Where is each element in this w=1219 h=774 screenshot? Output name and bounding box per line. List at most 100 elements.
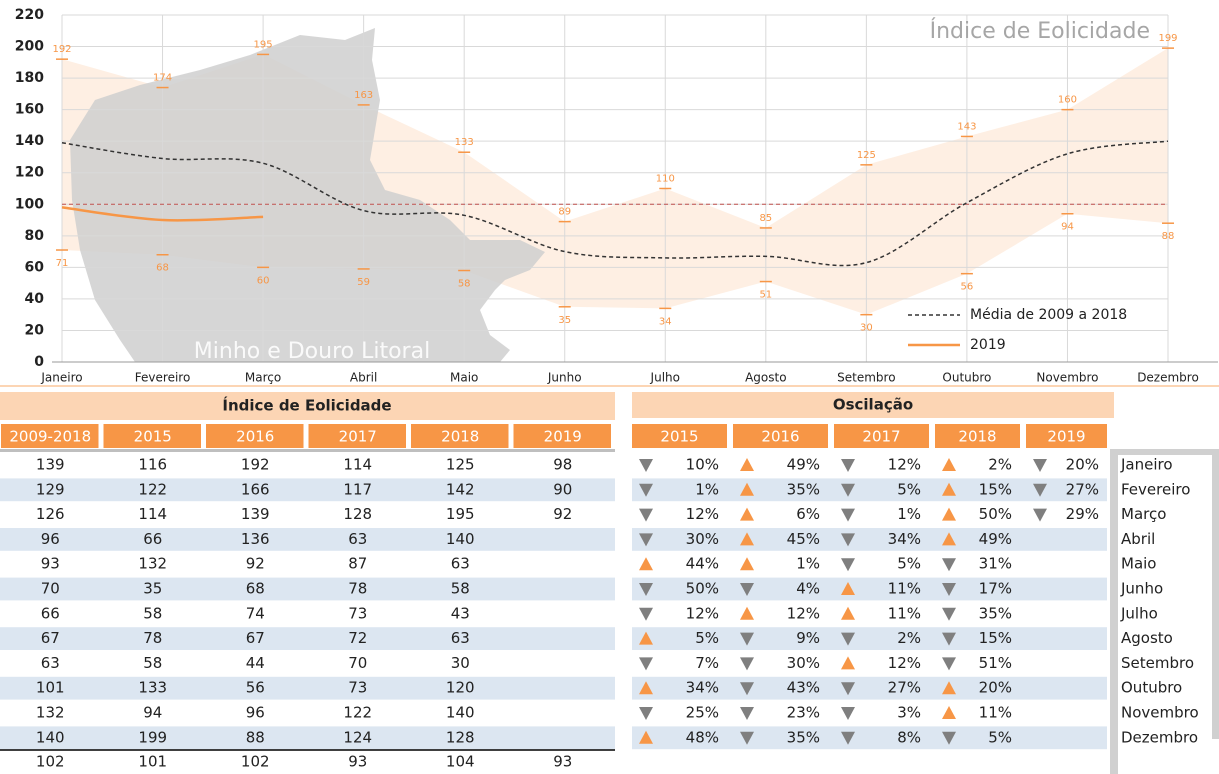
table-cell: 116 (138, 456, 167, 474)
column-header: 2017 (339, 428, 377, 446)
table-cell: 10% (686, 456, 719, 474)
table-cell: 70 (348, 654, 367, 672)
table-cell: 50% (686, 580, 719, 598)
up-arrow (740, 482, 754, 496)
table-cell: 67 (246, 629, 265, 647)
table-cell: 56 (246, 679, 265, 697)
down-arrow (740, 682, 754, 696)
y-tick-label: 180 (15, 70, 44, 86)
down-arrow (740, 707, 754, 720)
band-label: 51 (759, 290, 772, 301)
table-cell: 20% (979, 679, 1012, 697)
up-arrow (740, 507, 754, 521)
band-label: 58 (458, 279, 471, 290)
table-cell: 142 (446, 480, 475, 498)
table-cell: 73 (348, 604, 367, 622)
column-header-bg (632, 424, 727, 448)
table-cell: 63 (348, 530, 367, 548)
table-cell: 58 (451, 580, 470, 598)
month-label: Fevereiro (1121, 480, 1190, 498)
table-cell: 63 (451, 555, 470, 573)
x-tick-label: Março (245, 371, 281, 385)
band-label: 125 (857, 150, 876, 161)
down-arrow (639, 483, 653, 497)
region-map (70, 28, 545, 362)
month-label: Janeiro (1120, 456, 1173, 474)
y-tick-label: 100 (15, 196, 44, 212)
x-tick-label: Maio (450, 371, 478, 385)
down-arrow (740, 731, 754, 745)
table-cell: 27% (888, 679, 921, 697)
down-arrow (639, 459, 653, 472)
up-arrow (639, 631, 653, 645)
down-arrow (639, 707, 653, 720)
month-label: Novembro (1121, 704, 1199, 722)
table-cell: 5% (897, 480, 921, 498)
table-cell: 2% (988, 456, 1012, 474)
x-tick-label: Agosto (745, 371, 786, 385)
x-tick-label: Setembro (837, 371, 895, 385)
up-arrow (841, 606, 855, 620)
table-cell: 31% (979, 555, 1012, 573)
table-title: Oscilação (833, 396, 913, 414)
column-header-bg (834, 424, 929, 448)
table-cell: 7% (695, 654, 719, 672)
band-label: 60 (257, 275, 270, 286)
band-label: 34 (659, 316, 672, 327)
table-cell: 49% (787, 456, 820, 474)
up-arrow (740, 532, 754, 546)
band-label: 143 (957, 121, 976, 132)
table-title: Índice de Eolicidade (222, 396, 391, 415)
table-cell: 58 (143, 654, 162, 672)
table-cell: 11% (888, 580, 921, 598)
down-arrow (740, 657, 754, 671)
legend-label: 2019 (970, 337, 1006, 353)
band-label: 163 (354, 90, 373, 101)
y-tick-label: 140 (15, 133, 44, 149)
up-arrow (639, 730, 653, 744)
table-cell: 122 (343, 704, 372, 722)
column-header-bg (411, 424, 509, 448)
table-cell: 6% (796, 505, 820, 523)
table-cell: 139 (241, 505, 270, 523)
table-cell: 114 (138, 505, 167, 523)
y-tick-label: 80 (25, 228, 45, 244)
month-label: Agosto (1121, 629, 1173, 647)
table-cell: 78 (348, 580, 367, 598)
table-cell: 12% (787, 604, 820, 622)
table-cell: 128 (343, 505, 372, 523)
table-cell: 44 (246, 654, 265, 672)
down-arrow (1033, 508, 1047, 522)
table-cell: 35 (143, 580, 162, 598)
table-cell: 199 (138, 728, 167, 746)
table-cell: 68 (246, 580, 265, 598)
table-cell: 11% (979, 704, 1012, 722)
band-label: 94 (1061, 222, 1074, 233)
down-arrow (841, 558, 855, 572)
table-cell: 1% (796, 555, 820, 573)
table-cell: 15% (979, 629, 1012, 647)
table-cell: 3% (897, 704, 921, 722)
table-cell: 129 (36, 480, 65, 498)
table-cell: 51% (979, 654, 1012, 672)
table-cell: 63 (451, 629, 470, 647)
column-header-bg (1026, 424, 1107, 448)
table-cell: 166 (241, 480, 270, 498)
column-header-bg (103, 424, 201, 448)
y-tick-label: 20 (25, 322, 45, 338)
band-label: 89 (558, 207, 571, 218)
table-cell: 87 (348, 555, 367, 573)
table-cell: 35% (787, 480, 820, 498)
series-line (61, 206, 264, 222)
table-cell: 125 (446, 456, 475, 474)
band-label: 85 (759, 213, 772, 224)
table-cell: 12% (686, 604, 719, 622)
table-cell: 67 (41, 629, 60, 647)
column-header: 2016 (236, 428, 274, 446)
table-cell: 15% (979, 480, 1012, 498)
table-cell: 78 (143, 629, 162, 647)
down-arrow (942, 657, 956, 671)
totals-cell: 93 (348, 753, 367, 771)
table-cell: 73 (348, 679, 367, 697)
down-arrow (639, 583, 653, 596)
